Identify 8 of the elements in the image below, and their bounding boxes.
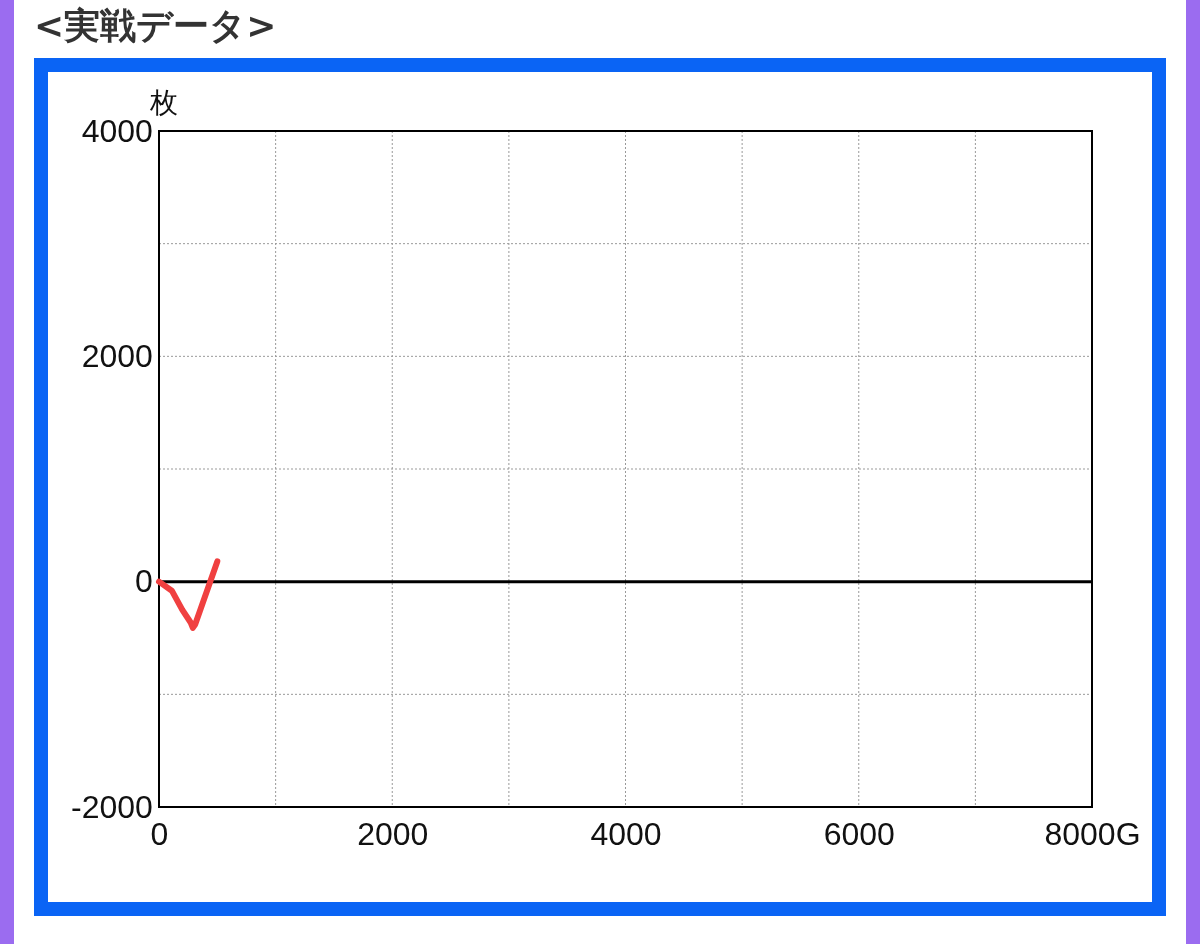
x-tick-label: 2000	[357, 816, 429, 853]
x-tick-label: 8000G	[1044, 816, 1141, 853]
y-tick-label: 2000	[81, 338, 153, 375]
chart-title: <実戦データ>	[34, 4, 277, 48]
x-tick-label: 4000	[590, 816, 662, 853]
y-tick-label: 0	[135, 563, 153, 600]
x-tick-label: 6000	[823, 816, 895, 853]
y-tick-label: -2000	[70, 788, 153, 825]
